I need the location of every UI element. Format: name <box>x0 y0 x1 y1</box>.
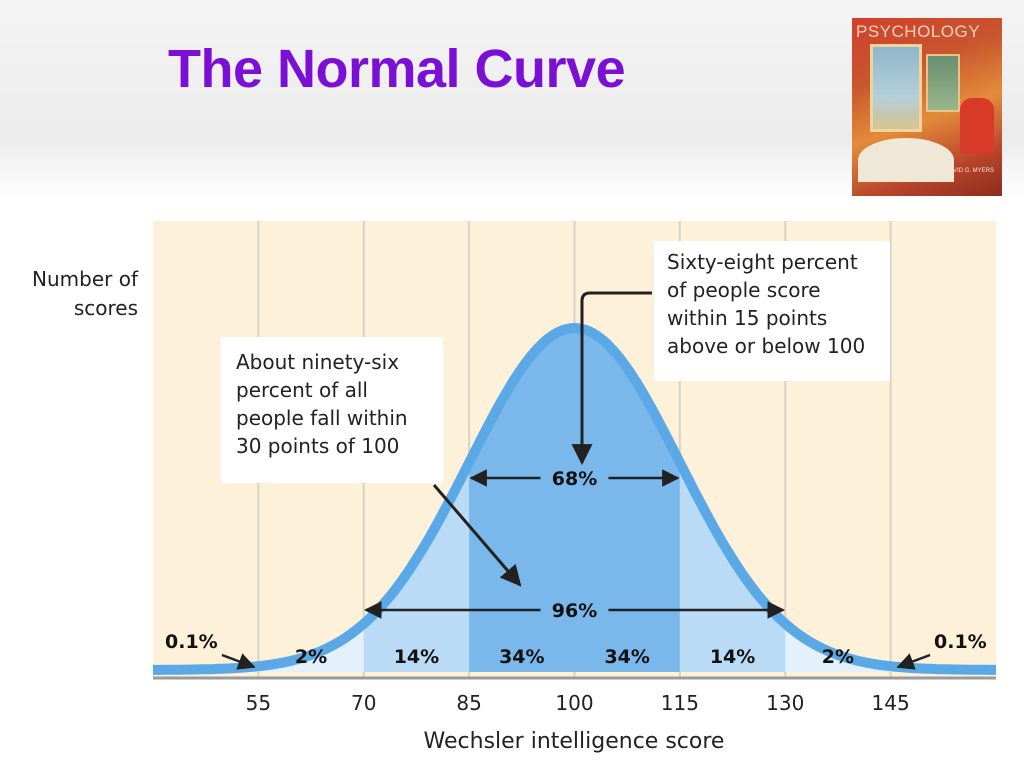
cover-window-art-2 <box>926 54 960 112</box>
region-label-0: 2% <box>295 646 327 668</box>
annotation-96-pointer-arrow <box>432 484 522 587</box>
annotation-68-line-1: Sixty-eight percent <box>667 250 858 274</box>
annotation-96-line-2: percent of all <box>236 378 368 402</box>
book-cover-author: DAVID G. MYERS <box>945 168 994 174</box>
tail-label-left: 0.1% <box>165 631 218 653</box>
x-tick-label-130: 130 <box>766 691 804 715</box>
annotation-96-line-4: 30 points of 100 <box>236 434 399 458</box>
x-tick-label-85: 85 <box>456 691 481 715</box>
x-tick-labels: 55 70 85 100 115 130 145 <box>246 691 910 715</box>
normal-curve-chart: 55 70 85 100 115 130 145 2% 14% 34% 34% 14% 2% 68% 9… <box>32 221 998 754</box>
annotation-96-line-3: people fall within <box>236 406 408 430</box>
annotation-68-box <box>654 241 890 381</box>
x-tick-label-145: 145 <box>872 691 910 715</box>
x-tick-label-115: 115 <box>661 691 699 715</box>
slide-title: The Normal Curve <box>168 39 626 99</box>
annotation-96-line-1: About ninety-six <box>236 350 399 374</box>
region-band-5 <box>785 623 891 672</box>
region-band-0 <box>258 623 364 672</box>
y-axis-label-line-1: Number of <box>32 267 139 291</box>
cover-figure-art <box>960 98 994 154</box>
region-label-3: 34% <box>604 646 649 668</box>
annotation-96-box <box>221 337 443 483</box>
book-cover-title: PSYCHOLOGY <box>856 22 981 41</box>
range-label-1: 96% <box>552 600 597 622</box>
region-label-4: 14% <box>710 646 755 668</box>
x-tick-label-55: 55 <box>246 691 271 715</box>
book-cover-image: PSYCHOLOGY DAVID G. MYERS <box>852 18 1002 196</box>
range-arrows: 68% 96% <box>364 468 785 622</box>
region-percent-labels: 2% 14% 34% 34% 14% 2% <box>295 646 854 668</box>
chart-panel: 55 70 85 100 115 130 145 2% 14% 34% 34% 14% 2% 68% 9… <box>0 205 1024 768</box>
y-axis-label-line-2: scores <box>74 296 138 320</box>
x-tick-label-100: 100 <box>555 691 593 715</box>
tail-arrow-left <box>221 653 256 670</box>
cover-table-art <box>858 138 954 182</box>
x-tick-label-70: 70 <box>351 691 376 715</box>
tail-label-right: 0.1% <box>934 631 987 653</box>
shaded-regions <box>153 328 996 672</box>
tail-arrow-right <box>896 653 931 670</box>
region-label-5: 2% <box>822 646 854 668</box>
cover-window-art <box>870 44 922 132</box>
y-axis-label: Number of scores <box>32 267 139 320</box>
tail-labels: 0.1% 0.1% <box>165 631 987 670</box>
region-label-2: 34% <box>499 646 544 668</box>
normal-curve-line <box>151 323 998 675</box>
annotation-68: Sixty-eight percent of people score with… <box>571 241 890 466</box>
annotation-68-pointer-arrow <box>571 291 652 466</box>
region-label-1: 14% <box>394 646 439 668</box>
annotation-68-line-2: of people score <box>667 278 821 302</box>
annotation-68-line-4: above or below 100 <box>667 334 865 358</box>
x-axis-label: Wechsler intelligence score <box>424 729 725 754</box>
range-label-0: 68% <box>552 468 597 490</box>
annotation-96: About ninety-six percent of all people f… <box>221 337 522 587</box>
annotation-68-line-3: within 15 points <box>667 306 827 330</box>
